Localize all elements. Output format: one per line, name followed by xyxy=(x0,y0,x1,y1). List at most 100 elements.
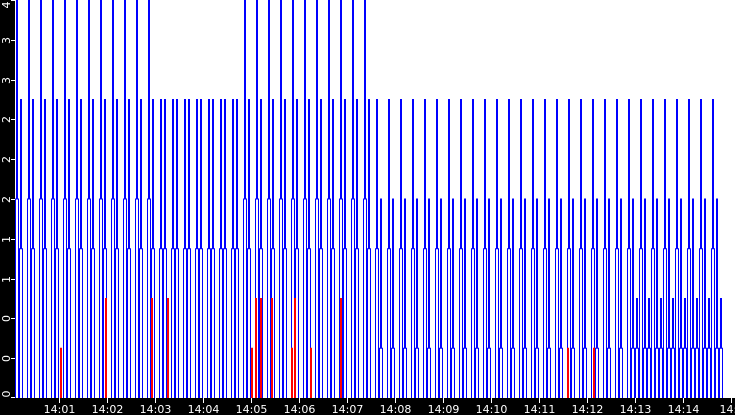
data-pulse xyxy=(627,99,631,398)
data-pulse xyxy=(499,198,503,398)
y-axis: 0 0 0 1 1 2 2 2 3 3 4 xyxy=(0,0,15,398)
data-pulse xyxy=(211,99,215,398)
x-tick-label: 14:12 xyxy=(572,403,604,415)
data-pulse xyxy=(511,198,515,398)
data-pulse xyxy=(151,99,155,398)
x-tick-label: 14:05 xyxy=(236,403,268,415)
data-pulse xyxy=(291,0,295,398)
data-pulse xyxy=(55,99,59,398)
data-pulse xyxy=(75,0,79,398)
data-impulse xyxy=(105,298,107,398)
data-pulse xyxy=(195,99,199,398)
data-pulse xyxy=(591,99,595,398)
y-axis-bar xyxy=(0,0,15,415)
data-pulse xyxy=(231,99,235,398)
data-pulse xyxy=(103,99,107,398)
data-pulse xyxy=(603,99,607,398)
data-pulse xyxy=(403,198,407,398)
data-pulse xyxy=(355,99,359,398)
data-pulse xyxy=(451,198,455,398)
data-pulse xyxy=(163,99,167,398)
data-impulse xyxy=(291,347,293,398)
data-pulse xyxy=(91,99,95,398)
data-pulse xyxy=(475,198,479,398)
y-tick-label: 1 xyxy=(0,276,13,283)
data-pulse xyxy=(159,99,163,398)
x-tick-label: 14:14 xyxy=(668,403,700,415)
data-pulse xyxy=(247,99,251,398)
data-pulse xyxy=(571,198,575,398)
y-tick-label: 3 xyxy=(0,37,13,44)
data-pulse xyxy=(295,99,299,398)
data-pulse xyxy=(175,99,179,398)
data-pulse xyxy=(379,198,383,398)
data-pulse xyxy=(243,0,247,398)
data-pulse xyxy=(267,0,271,398)
data-pulse xyxy=(615,99,619,398)
x-tick-label: 14: xyxy=(720,403,735,415)
data-pulse xyxy=(399,99,403,398)
plot-area xyxy=(15,0,723,398)
data-pulse xyxy=(683,298,687,398)
data-pulse xyxy=(43,99,47,398)
data-pulse xyxy=(607,198,611,398)
data-pulse xyxy=(415,198,419,398)
data-impulse xyxy=(151,298,153,398)
x-tick-label: 14:04 xyxy=(188,403,220,415)
data-pulse xyxy=(207,99,211,398)
data-pulse xyxy=(635,298,639,398)
data-pulse xyxy=(411,99,415,398)
data-impulse xyxy=(310,347,312,398)
data-pulse xyxy=(435,99,439,398)
x-tick-label: 14:07 xyxy=(332,403,364,415)
data-impulse xyxy=(294,298,296,398)
data-pulse xyxy=(651,99,655,398)
data-pulse xyxy=(283,99,287,398)
data-pulse xyxy=(647,298,651,398)
data-pulse xyxy=(719,298,723,398)
data-pulse xyxy=(375,99,379,398)
x-tick-label: 14:06 xyxy=(284,403,316,415)
data-pulse xyxy=(51,0,55,398)
x-tick-label: 14:01 xyxy=(44,403,76,415)
data-pulse xyxy=(99,0,103,398)
data-pulse xyxy=(639,99,643,398)
x-tick-label: 14:03 xyxy=(140,403,172,415)
data-pulse xyxy=(559,198,563,398)
data-pulse xyxy=(531,99,535,398)
data-pulse xyxy=(259,99,263,398)
data-pulse xyxy=(279,0,283,398)
y-tick-label: 0 xyxy=(0,355,13,362)
data-pulse xyxy=(463,198,467,398)
data-pulse xyxy=(343,99,347,398)
data-pulse xyxy=(351,0,355,398)
y-tick-label: 2 xyxy=(0,196,13,203)
data-impulse xyxy=(167,298,169,398)
data-pulse xyxy=(579,99,583,398)
data-pulse xyxy=(703,198,707,398)
data-pulse xyxy=(583,198,587,398)
data-pulse xyxy=(123,0,127,398)
data-pulse xyxy=(619,198,623,398)
data-pulse xyxy=(659,298,663,398)
data-pulse xyxy=(595,198,599,398)
data-pulse xyxy=(331,99,335,398)
data-pulse xyxy=(63,0,67,398)
y-tick-label: 2 xyxy=(0,116,13,123)
data-impulse xyxy=(255,298,257,398)
y-tick-label: 4 xyxy=(0,2,13,9)
x-axis: 14:01 14:02 14:03 14:04 14:05 14:06 14:07 14:08… xyxy=(44,398,735,415)
data-pulse xyxy=(127,99,131,398)
data-pulse xyxy=(711,99,715,398)
data-pulse xyxy=(663,99,667,398)
data-pulse xyxy=(523,198,527,398)
data-pulse xyxy=(483,99,487,398)
data-pulse xyxy=(707,298,711,398)
data-pulse xyxy=(547,198,551,398)
y-tick-label: 0 xyxy=(0,391,13,398)
data-pulse xyxy=(679,198,683,398)
data-impulse xyxy=(60,347,62,398)
data-pulse xyxy=(79,99,83,398)
data-impulse xyxy=(340,298,342,398)
